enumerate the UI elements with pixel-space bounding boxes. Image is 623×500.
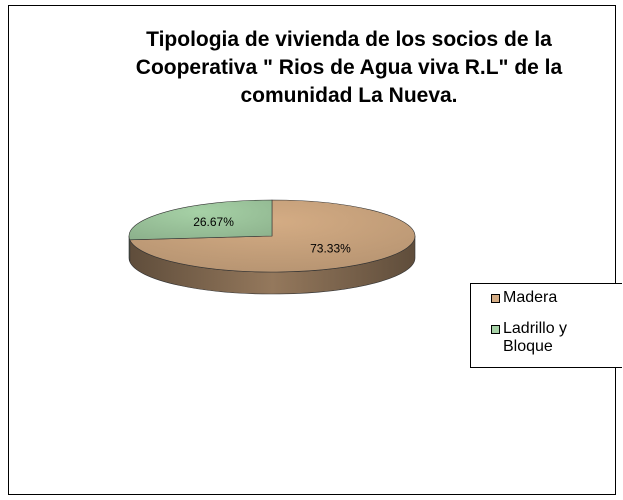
chart-frame [8, 5, 616, 495]
data-label: 26.67% [193, 215, 234, 229]
legend-label: Ladrillo y Bloque [503, 320, 568, 355]
pie-slice [128, 199, 273, 241]
data-label: 73.33% [310, 241, 351, 255]
legend-swatch [491, 325, 500, 334]
chart-title: Tipologia de vivienda de los socios de l… [135, 28, 563, 107]
legend: Madera Ladrillo y Bloque [470, 283, 622, 368]
legend-swatch [491, 294, 500, 303]
legend-entry: Ladrillo y Bloque [491, 320, 599, 356]
pie-slice [129, 199, 416, 273]
legend-entry: Madera [491, 289, 599, 307]
legend-label: Madera [503, 289, 558, 306]
